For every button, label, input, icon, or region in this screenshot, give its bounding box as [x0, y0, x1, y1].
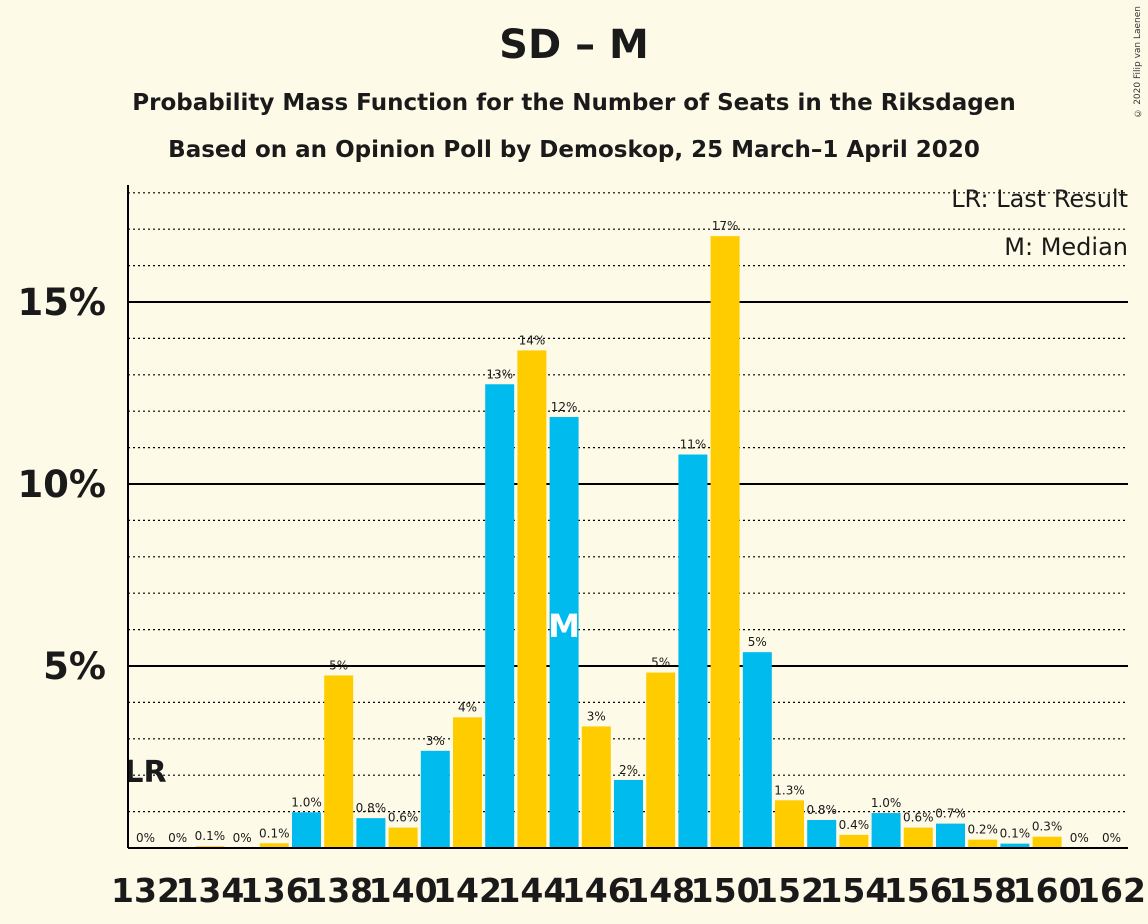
x-tick-label: 134 — [175, 871, 244, 910]
bar-137 — [292, 812, 321, 848]
data-label-148: 5% — [651, 656, 670, 670]
bar-155 — [871, 813, 901, 848]
y-tick-label: 10% — [17, 463, 106, 506]
chart-subtitle-1: Probability Mass Function for the Number… — [132, 90, 1016, 116]
data-label-147: 2% — [619, 763, 638, 777]
data-label-160: 0.3% — [1032, 820, 1063, 834]
x-tick-label: 132 — [111, 871, 180, 910]
bar-146 — [581, 726, 611, 848]
data-label-142: 4% — [458, 700, 477, 714]
data-label-149: 11% — [680, 438, 707, 452]
x-tick-label: 156 — [884, 871, 953, 910]
data-label-150: 17% — [712, 219, 739, 233]
x-tick-label: 136 — [240, 871, 309, 910]
data-label-140: 0.6% — [388, 811, 419, 825]
data-label-145: 12% — [551, 400, 578, 414]
data-label-134: 0.1% — [195, 829, 226, 843]
x-tick-label: 160 — [1013, 871, 1082, 910]
y-tick-label: 5% — [43, 645, 106, 688]
bar-145 — [549, 417, 579, 848]
bar-136 — [259, 843, 289, 848]
bar-148 — [646, 672, 676, 848]
bar-142 — [453, 717, 482, 848]
bar-141 — [420, 750, 450, 848]
bar-151 — [742, 652, 772, 848]
x-tick-label: 142 — [433, 871, 502, 910]
bar-158 — [968, 839, 998, 848]
data-label-157: 0.7% — [935, 807, 966, 821]
data-label-138: 5% — [329, 658, 348, 672]
median-marker: M — [548, 607, 580, 645]
bar-140 — [388, 827, 418, 848]
legend-median: M: Median — [1004, 233, 1128, 261]
data-label-161: 0% — [1070, 831, 1089, 845]
data-label-151: 5% — [748, 635, 767, 649]
data-label-153: 0.8% — [806, 803, 837, 817]
x-tick-label: 162 — [1077, 871, 1146, 910]
bar-139 — [356, 818, 386, 848]
legend-last-result: LR: Last Result — [951, 185, 1128, 213]
x-tick-label: 138 — [304, 871, 373, 910]
data-label-143: 13% — [486, 367, 513, 381]
x-tick-label: 146 — [562, 871, 631, 910]
bar-152 — [775, 800, 804, 848]
data-label-139: 0.8% — [356, 801, 387, 815]
bar-157 — [936, 823, 965, 848]
bar-144 — [517, 350, 547, 848]
bar-159 — [1000, 843, 1030, 848]
chart-subtitle-2: Based on an Opinion Poll by Demoskop, 25… — [168, 137, 980, 163]
x-tick-label: 152 — [755, 871, 824, 910]
data-label-152: 1.3% — [774, 783, 805, 797]
y-tick-label: 15% — [17, 281, 106, 324]
x-tick-label: 144 — [497, 871, 566, 910]
data-label-136: 0.1% — [259, 826, 290, 840]
x-tick-label: 150 — [691, 871, 760, 910]
x-tick-label: 154 — [819, 871, 888, 910]
data-label-132: 0% — [136, 831, 155, 845]
data-label-162: 0% — [1102, 831, 1121, 845]
x-tick-label: 158 — [948, 871, 1017, 910]
data-label-156: 0.6% — [903, 811, 934, 825]
data-label-158: 0.2% — [967, 823, 998, 837]
data-label-133: 0% — [168, 831, 187, 845]
bar-154 — [839, 834, 869, 848]
x-tick-label: 148 — [626, 871, 695, 910]
bar-143 — [485, 384, 515, 848]
bar-153 — [807, 819, 837, 848]
data-label-141: 3% — [426, 734, 445, 748]
data-label-155: 1.0% — [871, 796, 902, 810]
data-label-144: 14% — [519, 333, 546, 347]
last-result-marker: LR — [124, 755, 166, 790]
x-tick-label: 140 — [369, 871, 438, 910]
data-label-135: 0% — [233, 831, 252, 845]
data-label-137: 1.0% — [291, 795, 322, 809]
data-label-146: 3% — [587, 709, 606, 723]
chart-title: SD – M — [499, 22, 649, 68]
bar-149 — [678, 454, 708, 848]
data-label-159: 0.1% — [1000, 827, 1031, 841]
bar-150 — [710, 236, 740, 849]
bar-156 — [903, 827, 933, 848]
bar-160 — [1032, 836, 1062, 848]
data-label-154: 0.4% — [839, 818, 870, 832]
bar-138 — [324, 675, 354, 848]
bar-147 — [614, 779, 643, 848]
